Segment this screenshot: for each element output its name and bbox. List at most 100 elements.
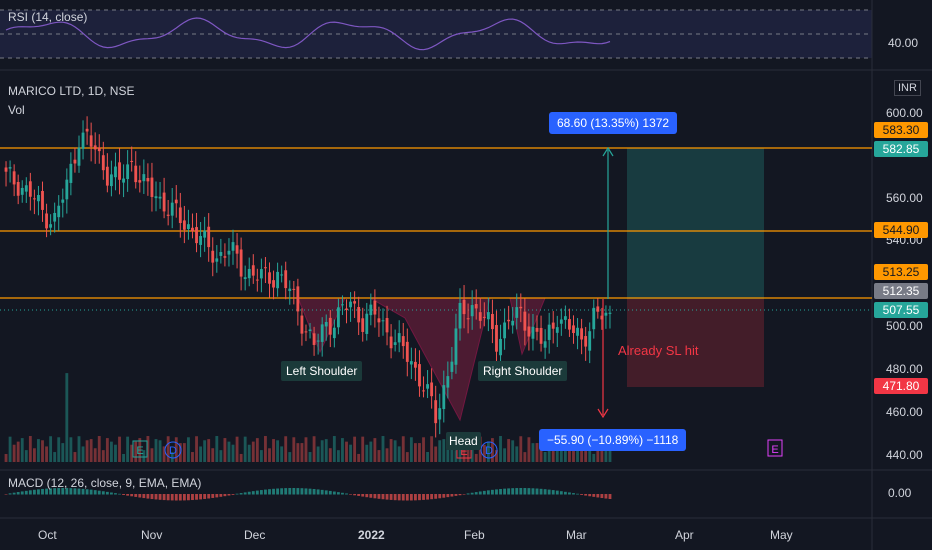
macd-bar <box>178 494 182 501</box>
candle-body <box>555 327 559 333</box>
macd-bar <box>551 490 555 495</box>
candle-body <box>336 307 340 328</box>
candle-body <box>499 338 502 356</box>
macd-bar <box>272 488 275 495</box>
volume-bar <box>409 437 413 462</box>
macd-bar <box>559 491 563 495</box>
candle-body <box>243 277 247 280</box>
volume-bar <box>332 436 336 462</box>
volume-bar <box>45 446 48 462</box>
volume-bar <box>73 452 77 462</box>
volume-bar <box>377 450 381 462</box>
macd-bar <box>349 494 352 495</box>
macd-bar <box>146 494 150 499</box>
head-label: Head <box>446 432 481 450</box>
volume-bar <box>312 436 316 462</box>
macd-bar <box>377 494 381 499</box>
macd-label[interactable]: MACD (12, 26, close, 9, EMA, EMA) <box>8 476 202 490</box>
macd-bar <box>223 494 227 497</box>
candle-body <box>219 252 223 256</box>
candle-body <box>547 324 551 340</box>
candle-body <box>114 166 117 178</box>
candle-body <box>97 147 101 152</box>
volume-bar <box>442 439 446 462</box>
rsi-pane <box>0 0 872 70</box>
candle-body <box>466 318 470 320</box>
volume-bar <box>381 436 385 462</box>
price-tick: 500.00 <box>886 319 923 333</box>
macd-bar <box>45 488 48 495</box>
candle-body <box>4 167 8 172</box>
volume-bar <box>93 448 97 462</box>
macd-bar <box>418 494 421 501</box>
candle-body <box>458 302 462 329</box>
macd-bar <box>85 489 89 495</box>
candle-body <box>543 341 547 348</box>
target-badge[interactable]: 68.60 (13.35%) 1372 <box>549 112 678 134</box>
candle-body <box>442 385 446 410</box>
candle-body <box>61 199 65 203</box>
candle-body <box>255 279 259 281</box>
volume-bar <box>150 448 154 462</box>
volume-bar <box>592 453 596 462</box>
volume-bar <box>523 452 527 462</box>
macd-bar <box>539 488 543 495</box>
candle-body <box>65 179 69 200</box>
volume-bar <box>426 451 429 462</box>
candle-body <box>16 181 20 196</box>
macd-bar <box>77 488 81 495</box>
macd-bar <box>300 488 304 495</box>
currency-button[interactable]: INR <box>894 80 921 96</box>
macd-bar <box>486 490 490 495</box>
volume-bar <box>422 437 425 462</box>
macd-bar <box>138 494 142 498</box>
volume-bar <box>462 441 466 462</box>
earnings-label: E <box>136 445 143 457</box>
macd-bar <box>555 490 559 495</box>
candle-body <box>551 322 555 329</box>
macd-bar <box>16 492 20 495</box>
volume-bar <box>126 436 130 462</box>
macd-bar <box>547 489 551 495</box>
rsi-label[interactable]: RSI (14, close) <box>8 10 88 24</box>
volume-bar <box>413 443 417 462</box>
candle-body <box>563 316 567 320</box>
volume-bar <box>146 436 150 462</box>
macd-bar <box>8 493 12 495</box>
volume-bar <box>259 450 263 462</box>
candle-body <box>191 227 194 232</box>
candle-body <box>109 174 113 187</box>
stop-badge[interactable]: −55.90 (−10.89%) −1118 <box>539 429 687 451</box>
candle-body <box>199 235 203 245</box>
symbol-title[interactable]: MARICO LTD, 1D, NSE <box>8 84 135 98</box>
candle-body <box>596 306 600 312</box>
candle-body <box>118 162 121 180</box>
macd-bar <box>466 493 470 495</box>
macd-bar <box>187 494 190 501</box>
candle-body <box>288 288 292 292</box>
volume-bar <box>304 437 308 462</box>
volume-bar <box>308 452 312 462</box>
candle-body <box>85 128 89 132</box>
volume-label[interactable]: Vol <box>8 103 25 117</box>
volume-bar <box>527 437 531 462</box>
price-tick: 560.00 <box>886 191 923 205</box>
candle-body <box>507 319 511 322</box>
macd-bar <box>24 490 28 495</box>
macd-bar <box>515 488 519 495</box>
macd-bar <box>126 494 130 496</box>
macd-bar <box>109 492 113 495</box>
volume-bar <box>195 436 198 462</box>
volume-bar <box>430 436 434 462</box>
macd-bar <box>89 489 93 495</box>
candle-body <box>146 178 150 182</box>
level-tag: 583.30 <box>874 122 928 138</box>
volume-bar <box>37 439 40 462</box>
macd-bar <box>288 488 292 495</box>
volume-bar <box>138 438 142 462</box>
candle-body <box>81 132 85 149</box>
macd-bar <box>527 488 531 495</box>
candle-body <box>93 145 97 150</box>
candle-body <box>373 300 377 315</box>
